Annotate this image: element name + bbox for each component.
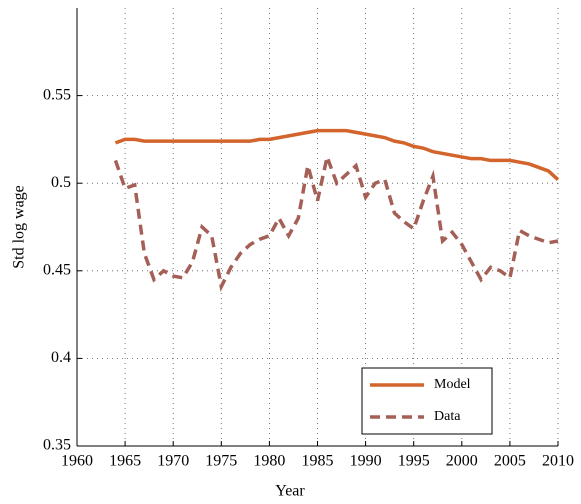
x-axis-label: Year bbox=[275, 483, 305, 500]
x-tick-label: 1990 bbox=[350, 453, 382, 470]
y-tick-label: 0.45 bbox=[43, 261, 71, 278]
x-tick-label: 1965 bbox=[109, 453, 141, 470]
x-tick-label: 1960 bbox=[61, 453, 93, 470]
x-tick-label: 1995 bbox=[398, 453, 430, 470]
x-tick-label: 2005 bbox=[494, 453, 526, 470]
x-tick-label: 1970 bbox=[157, 453, 189, 470]
legend-box bbox=[361, 367, 493, 435]
y-tick-label: 0.5 bbox=[51, 174, 71, 191]
x-tick-label: 2010 bbox=[542, 453, 574, 470]
line-series bbox=[114, 128, 560, 181]
y-tick-label: 0.35 bbox=[43, 437, 71, 454]
y-tick-label: 0.55 bbox=[43, 86, 71, 103]
x-tick-label: 2000 bbox=[446, 453, 478, 470]
legend-label: Model bbox=[434, 377, 471, 392]
x-tick-label: 1985 bbox=[302, 453, 334, 470]
y-tick-label: 0.4 bbox=[51, 349, 71, 366]
line-series bbox=[113, 150, 559, 292]
y-axis-label: Std log wage bbox=[11, 185, 28, 269]
x-tick-label: 1975 bbox=[205, 453, 237, 470]
legend-label: Data bbox=[434, 409, 461, 424]
x-tick-label: 1980 bbox=[253, 453, 285, 470]
